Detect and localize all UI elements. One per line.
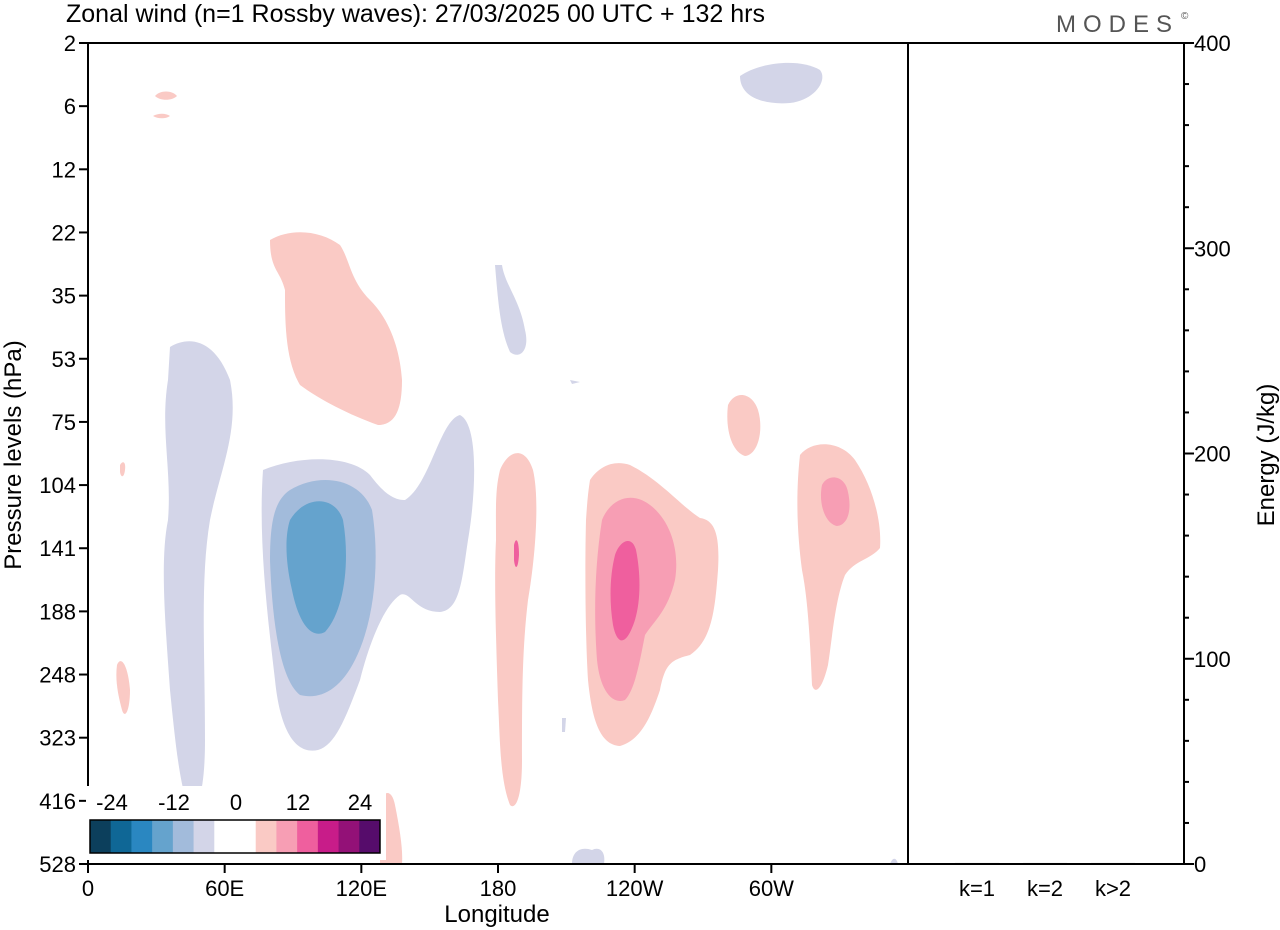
- contour-neg-speck-2: [562, 718, 566, 732]
- x-tick-label: 180: [480, 876, 517, 901]
- energy-category-label: k>2: [1095, 876, 1131, 901]
- x-axis-label: Longitude: [444, 901, 549, 928]
- contour-pos18-speck: [514, 540, 519, 567]
- energy-axis-ticks: 0 100 200 300 400: [1184, 31, 1231, 877]
- contour-pos-speck-top-1: [155, 91, 177, 100]
- colorbar-swatch: [110, 820, 132, 853]
- colorbar-swatch: [235, 820, 257, 853]
- y-tick-label: 141: [39, 536, 76, 561]
- contour-pos-column-180: [495, 453, 537, 807]
- energy-bars: k=1 k=2 k>2: [955, 862, 1135, 901]
- brand-mark: ©: [1181, 11, 1189, 22]
- colorbar-label: -12: [158, 790, 190, 815]
- contour-pos12-east: [820, 477, 850, 526]
- contour-neg-column-west: [163, 341, 233, 810]
- contour-neg-thin-tongue: [495, 265, 527, 355]
- negative-contours-18: [286, 501, 346, 634]
- colorbar-label: 24: [348, 790, 372, 815]
- y-tick-label: 528: [39, 852, 76, 877]
- colorbar-frame: [89, 819, 381, 854]
- energy-tick-label: 200: [1194, 442, 1231, 467]
- y-tick-label: 248: [39, 663, 76, 688]
- contour-neg-bottom: [572, 848, 605, 864]
- contour-pos-east: [797, 444, 881, 690]
- colorbar-swatch: [276, 820, 298, 853]
- positive-contours-18: [514, 540, 640, 641]
- contour-neg18: [286, 501, 346, 634]
- y-tick-label: 53: [52, 347, 76, 372]
- colorbar-swatch: [359, 820, 381, 853]
- y-axis-ticks: 2 6 12 22 35 53 75 104 141 188 248 323 416 528: [39, 31, 88, 877]
- energy-tick-label: 300: [1194, 236, 1231, 261]
- x-tick-label: 60W: [749, 876, 794, 901]
- x-tick-label: 120E: [336, 876, 387, 901]
- energy-tick-label: 400: [1194, 31, 1231, 56]
- colorbar-swatch: [152, 820, 174, 853]
- y-tick-label: 35: [52, 284, 76, 309]
- colorbar-label: 12: [286, 790, 310, 815]
- y-tick-label: 104: [39, 473, 76, 498]
- contour-pos-speck-top-2: [153, 113, 170, 119]
- energy-frame: [907, 42, 1185, 865]
- colorbar-legend: -24 -12 0 12 24: [86, 786, 386, 860]
- y-tick-label: 2: [64, 31, 76, 56]
- contour-neg-top-right: [740, 62, 823, 104]
- colorbar-swatch: [317, 820, 340, 853]
- energy-category-label: k=2: [1027, 876, 1063, 901]
- x-tick-label: 60E: [205, 876, 244, 901]
- contour-pos-small-3: [727, 394, 761, 456]
- brand-logo: MODES: [1056, 11, 1179, 38]
- contour-pos18-main: [610, 540, 640, 641]
- x-axis-ticks: 0 60E 120E 180 120W 60W: [82, 864, 794, 901]
- y-tick-label: 12: [52, 157, 76, 182]
- y-tick-label: 22: [52, 220, 76, 245]
- colorbar-label: -24: [96, 790, 128, 815]
- energy-axis-label: Energy (J/kg): [1253, 384, 1280, 527]
- energy-bar: [955, 862, 999, 864]
- contour-neg-bottom-right: [890, 858, 898, 864]
- colorbar-swatch: [172, 820, 195, 853]
- y-tick-label: 323: [39, 726, 76, 751]
- energy-tick-label: 100: [1194, 647, 1231, 672]
- y-tick-label: 416: [39, 789, 76, 814]
- y-tick-label: 188: [39, 599, 76, 624]
- contour-neg-speck-1: [570, 380, 580, 384]
- y-axis-label: Pressure levels (hPa): [0, 340, 27, 569]
- colorbar-swatch: [131, 820, 153, 853]
- y-tick-label: 6: [64, 94, 76, 119]
- colorbar-swatch: [297, 820, 319, 853]
- colorbar-label: 0: [230, 790, 242, 815]
- contour-pos-upper: [270, 232, 402, 425]
- colorbar-swatch: [338, 820, 360, 853]
- x-tick-label: 120W: [606, 876, 664, 901]
- energy-tick-label: 0: [1194, 852, 1206, 877]
- energy-panel: k=1 k=2 k>2 0 100 200 300 400 Energy (J/kg): [907, 31, 1280, 901]
- y-tick-label: 75: [52, 410, 76, 435]
- colorbar-swatch: [214, 820, 236, 853]
- energy-category-label: k=1: [959, 876, 995, 901]
- contour-pos-small-1: [120, 462, 126, 477]
- colorbar-swatch: [193, 820, 215, 853]
- energy-bar: [1091, 862, 1135, 864]
- colorbar-swatch: [255, 820, 277, 853]
- x-tick-label: 0: [82, 876, 94, 901]
- contour-plot: [87, 42, 909, 865]
- contour-pos-small-2: [116, 661, 130, 714]
- chart-title: Zonal wind (n=1 Rossby waves): 27/03/202…: [66, 0, 765, 28]
- colorbar-swatch: [90, 820, 112, 853]
- energy-bar: [1023, 862, 1067, 864]
